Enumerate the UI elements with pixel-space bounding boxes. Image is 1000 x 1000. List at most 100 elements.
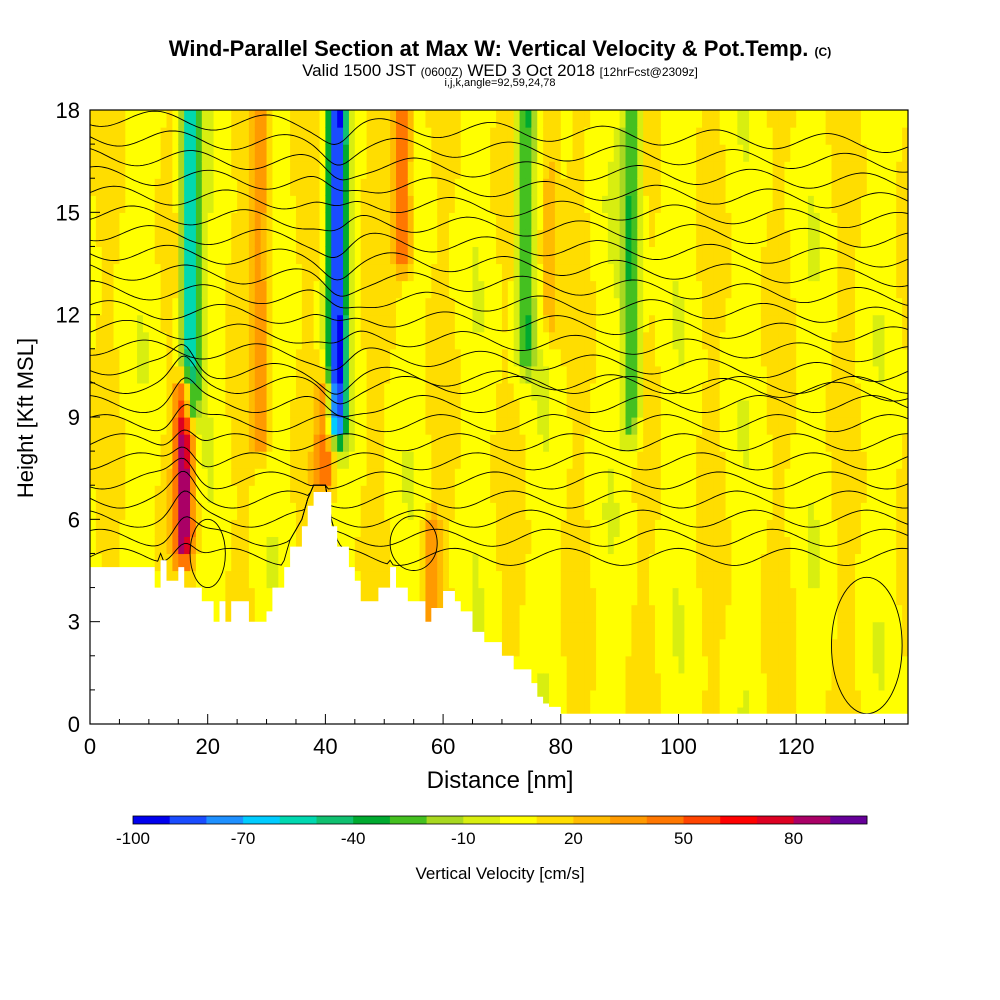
velocity-cell bbox=[325, 468, 332, 486]
velocity-cell bbox=[702, 536, 709, 555]
velocity-cell bbox=[631, 638, 638, 657]
velocity-cell bbox=[131, 161, 138, 179]
velocity-cell bbox=[248, 417, 256, 435]
velocity-cell bbox=[454, 280, 462, 299]
velocity-cell bbox=[513, 621, 521, 640]
velocity-cell bbox=[301, 178, 309, 196]
velocity-cell bbox=[890, 195, 897, 213]
velocity-cell bbox=[860, 246, 868, 265]
velocity-cell bbox=[390, 382, 397, 401]
velocity-cell bbox=[572, 331, 580, 350]
velocity-cell bbox=[472, 365, 479, 384]
velocity-cell bbox=[95, 519, 103, 537]
velocity-cell bbox=[354, 382, 362, 401]
velocity-cell bbox=[142, 195, 150, 213]
velocity-cell bbox=[537, 604, 544, 623]
velocity-cell bbox=[219, 485, 226, 503]
velocity-cell bbox=[272, 229, 279, 248]
velocity-cell bbox=[513, 519, 521, 537]
velocity-cell bbox=[572, 570, 580, 589]
velocity-cell bbox=[254, 604, 262, 623]
velocity-cell bbox=[113, 365, 121, 384]
velocity-cell bbox=[343, 399, 350, 418]
velocity-cell bbox=[666, 621, 674, 640]
velocity-cell bbox=[454, 297, 462, 316]
velocity-cell bbox=[713, 399, 721, 418]
velocity-cell bbox=[707, 468, 715, 486]
velocity-cell bbox=[366, 195, 374, 213]
velocity-cell bbox=[490, 604, 497, 623]
velocity-cell bbox=[413, 110, 421, 128]
velocity-cell bbox=[807, 434, 815, 452]
velocity-cell bbox=[166, 536, 173, 555]
velocity-cell bbox=[654, 655, 662, 674]
velocity-cell bbox=[507, 229, 515, 248]
velocity-cell bbox=[243, 365, 250, 384]
velocity-cell bbox=[543, 382, 550, 401]
velocity-cell bbox=[690, 570, 697, 589]
velocity-cell bbox=[866, 485, 874, 503]
velocity-cell bbox=[702, 195, 709, 213]
velocity-cell bbox=[643, 485, 650, 503]
velocity-cell bbox=[213, 178, 221, 196]
velocity-cell bbox=[507, 536, 515, 555]
velocity-cell bbox=[719, 587, 727, 606]
velocity-cell bbox=[113, 536, 121, 555]
velocity-cell bbox=[507, 127, 515, 145]
velocity-cell bbox=[743, 451, 750, 469]
velocity-cell bbox=[337, 417, 344, 435]
velocity-cell bbox=[431, 553, 438, 572]
velocity-cell bbox=[819, 417, 827, 435]
velocity-cell bbox=[496, 417, 503, 435]
velocity-cell bbox=[225, 468, 232, 486]
velocity-cell bbox=[307, 451, 315, 469]
velocity-cell bbox=[278, 212, 285, 230]
velocity-cell bbox=[784, 672, 791, 691]
velocity-cell bbox=[554, 417, 562, 435]
velocity-cell bbox=[860, 536, 868, 555]
velocity-cell bbox=[660, 229, 668, 248]
velocity-cell bbox=[384, 246, 391, 265]
velocity-cell bbox=[401, 127, 409, 145]
velocity-cell bbox=[95, 246, 103, 265]
velocity-cell bbox=[248, 110, 256, 128]
velocity-cell bbox=[784, 263, 791, 282]
velocity-cell bbox=[354, 229, 362, 248]
velocity-cell bbox=[778, 195, 786, 213]
velocity-cell bbox=[107, 178, 115, 196]
velocity-cell bbox=[137, 553, 144, 572]
velocity-cell bbox=[890, 587, 897, 606]
velocity-cell bbox=[890, 144, 897, 162]
velocity-cell bbox=[554, 519, 562, 537]
velocity-cell bbox=[760, 348, 768, 367]
velocity-cell bbox=[872, 519, 880, 537]
velocity-cell bbox=[760, 178, 768, 196]
velocity-cell bbox=[237, 485, 244, 503]
velocity-cell bbox=[131, 451, 138, 469]
velocity-cell bbox=[837, 161, 844, 179]
velocity-cell bbox=[207, 348, 215, 367]
velocity-cell bbox=[607, 263, 615, 282]
velocity-cell bbox=[802, 417, 809, 435]
velocity-cell bbox=[684, 604, 691, 623]
velocity-cell bbox=[178, 161, 185, 179]
velocity-cell bbox=[531, 553, 538, 572]
velocity-cell bbox=[431, 434, 438, 452]
velocity-cell bbox=[549, 178, 556, 196]
velocity-cell bbox=[284, 110, 291, 128]
velocity-cell bbox=[154, 229, 162, 248]
velocity-cell bbox=[649, 570, 656, 589]
velocity-cell bbox=[390, 434, 397, 452]
velocity-cell bbox=[466, 519, 474, 537]
velocity-cell bbox=[690, 127, 697, 145]
velocity-cell bbox=[401, 451, 409, 469]
velocity-cell bbox=[295, 382, 303, 401]
velocity-cell bbox=[590, 331, 597, 350]
velocity-cell bbox=[431, 144, 438, 162]
velocity-cell bbox=[160, 451, 168, 469]
velocity-cell bbox=[213, 110, 221, 128]
velocity-cell bbox=[466, 451, 474, 469]
velocity-cell bbox=[807, 451, 815, 469]
velocity-cell bbox=[360, 451, 368, 469]
velocity-cell bbox=[890, 638, 897, 657]
